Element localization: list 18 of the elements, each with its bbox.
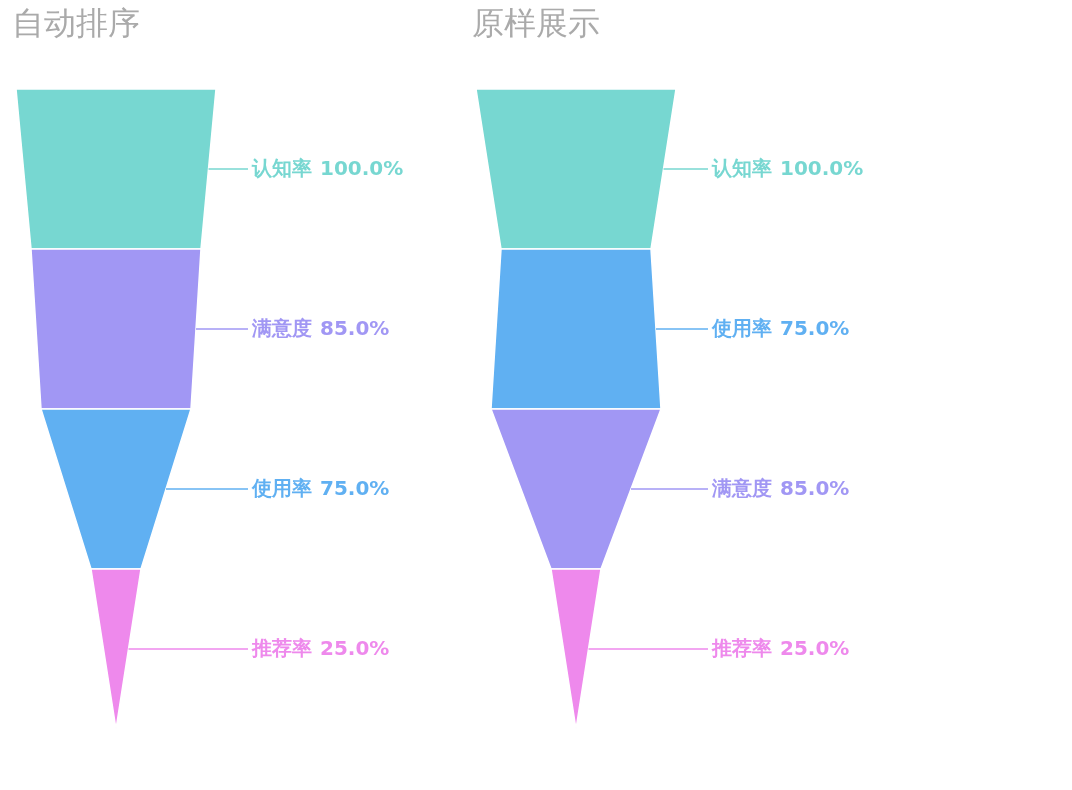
category-label: 使用率 (711, 316, 772, 340)
text: 原样展示 (472, 4, 600, 42)
category-label: 推荐率 (251, 636, 312, 660)
data-label: 75.0% (780, 316, 850, 340)
data-label: 100.0% (320, 156, 404, 180)
category-label: 满意度 (251, 316, 312, 340)
category-label: 使用率 (251, 476, 312, 500)
text: 自动排序 (12, 4, 140, 42)
data-label: 75.0% (320, 476, 390, 500)
category-label: 认知率 (251, 156, 312, 180)
data-label: 100.0% (780, 156, 864, 180)
data-label: 25.0% (780, 636, 850, 660)
category-label: 认知率 (711, 156, 772, 180)
data-label: 85.0% (320, 316, 390, 340)
data-label: 85.0% (780, 476, 850, 500)
category-label: 推荐率 (711, 636, 772, 660)
data-label: 25.0% (320, 636, 390, 660)
category-label: 满意度 (711, 476, 772, 500)
